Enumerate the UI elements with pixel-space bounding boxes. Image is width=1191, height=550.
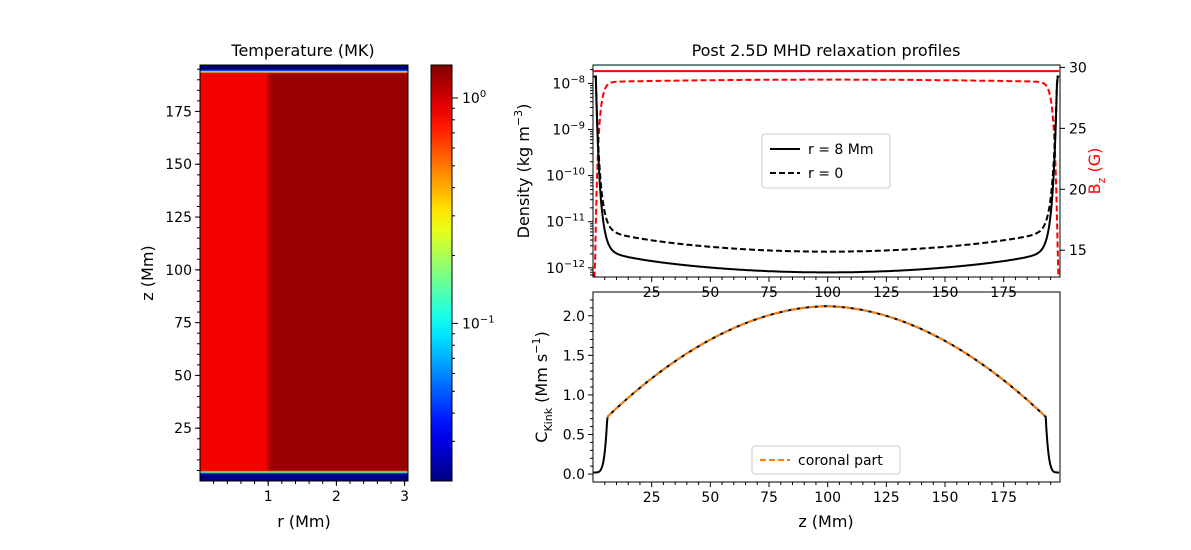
bottom-transition-band bbox=[200, 470, 408, 475]
heatmap-x-tick-label: 1 bbox=[264, 489, 273, 505]
heatmap-y-ticks: 25 50 75 100 125 150 175 bbox=[165, 68, 200, 471]
heatmap-y-tick-label: 50 bbox=[174, 368, 192, 384]
kink-y-tick-label: 1.5 bbox=[563, 348, 585, 364]
kink-x-tick-label: 175 bbox=[990, 490, 1017, 506]
bz-y-ticks: 15 20 25 30 bbox=[1060, 60, 1087, 259]
heatmap-x-tick-label: 3 bbox=[400, 489, 409, 505]
density-panel: Post 2.5D MHD relaxation profiles 25 50 75… bbox=[512, 41, 1108, 301]
heatmap-y-tick-label: 175 bbox=[165, 104, 192, 120]
corona-fill bbox=[200, 73, 408, 471]
kink-x-tick-label: 75 bbox=[760, 490, 778, 506]
density-y-ticks: 10−8 10−9 10−10 10−11 10−12 bbox=[546, 69, 593, 277]
density-lines bbox=[593, 70, 1060, 277]
profiles-title: Post 2.5D MHD relaxation profiles bbox=[692, 41, 961, 60]
top-transition-band bbox=[200, 69, 408, 74]
colorbar-frame bbox=[430, 64, 453, 482]
density-y-tick-label: 10−9 bbox=[552, 121, 585, 139]
colorbar-gradient bbox=[431, 65, 452, 481]
density-legend: r = 8 Mm r = 0 bbox=[761, 133, 891, 189]
heatmap-x-ticks: 1 2 3 bbox=[213, 481, 409, 505]
density-x-tick-label: 150 bbox=[932, 285, 959, 301]
density-y-tick-label: 10−11 bbox=[546, 213, 585, 231]
density-x-tick-label: 125 bbox=[873, 285, 900, 301]
colorbar-ticks: 100 10−1 bbox=[452, 89, 495, 442]
density-x-tick-label: 50 bbox=[701, 285, 719, 301]
legend-r8-label: r = 8 Mm bbox=[808, 142, 873, 158]
bz-y-label: Bz (G) bbox=[1085, 148, 1108, 195]
kink-x-tick-label: 25 bbox=[643, 490, 661, 506]
kink-lines bbox=[593, 305, 1060, 474]
temperature-image bbox=[200, 65, 408, 481]
kink-x-tick-label: 50 bbox=[701, 490, 719, 506]
legend-coronal-label: coronal part bbox=[798, 453, 883, 469]
kink-y-tick-label: 2.0 bbox=[563, 309, 585, 325]
kink-y-tick-label: 0.0 bbox=[563, 467, 585, 483]
heatmap-y-label: z (Mm) bbox=[138, 245, 157, 300]
bz-y-tick-label: 25 bbox=[1069, 121, 1087, 137]
colorbar: 100 10−1 bbox=[430, 64, 495, 482]
kink-y-tick-label: 1.0 bbox=[563, 388, 585, 404]
density-r0-line bbox=[593, 75, 1060, 253]
density-y-tick-label: 10−8 bbox=[552, 74, 585, 92]
heatmap-x-tick-label: 2 bbox=[332, 489, 341, 505]
heatmap-y-tick-label: 75 bbox=[174, 316, 192, 332]
kink-panel: 25 50 75 100 125 150 175 0.0 0.5 1.0 1.5 2.0 z (Mm… bbox=[530, 291, 1061, 531]
kink-y-tick-label: 0.5 bbox=[563, 428, 585, 444]
density-legend-box bbox=[761, 133, 891, 189]
density-x-tick-label: 75 bbox=[760, 285, 778, 301]
density-y-tick-label: 10−10 bbox=[546, 167, 585, 185]
density-y-label: Density (kg m−3) bbox=[512, 104, 533, 239]
density-x-tick-label: 25 bbox=[643, 285, 661, 301]
kink-legend: coronal part bbox=[751, 445, 901, 475]
density-x-tick-label: 175 bbox=[990, 285, 1017, 301]
kink-legend-box bbox=[751, 445, 901, 475]
kink-x-tick-label: 100 bbox=[814, 490, 841, 506]
heatmap-y-tick-label: 100 bbox=[165, 263, 192, 279]
density-r8-line bbox=[593, 75, 1060, 274]
heatmap-frame bbox=[199, 64, 409, 482]
kink-y-ticks: 0.0 0.5 1.0 1.5 2.0 bbox=[563, 299, 593, 483]
kink-x-ticks: 25 50 75 100 125 150 175 bbox=[604, 482, 1052, 506]
colorbar-tick-label: 100 bbox=[462, 89, 486, 107]
density-x-ticks: 25 50 75 100 125 150 175 bbox=[604, 277, 1052, 301]
bz-y-tick-label: 30 bbox=[1069, 60, 1087, 76]
kink-y-label: CKink (Mm s−1) bbox=[530, 331, 555, 442]
coronal-part-line bbox=[606, 305, 1047, 418]
bz-r0-line bbox=[593, 78, 1060, 277]
kink-x-label: z (Mm) bbox=[798, 512, 853, 531]
heatmap-y-tick-label: 150 bbox=[165, 157, 192, 173]
heatmap-title: Temperature (MK) bbox=[230, 41, 374, 60]
density-y-tick-label: 10−12 bbox=[546, 259, 585, 277]
bz-y-tick-label: 20 bbox=[1069, 182, 1087, 198]
legend-r0-label: r = 0 bbox=[808, 166, 843, 182]
heatmap-x-label: r (Mm) bbox=[277, 512, 331, 531]
heatmap-y-tick-label: 25 bbox=[174, 421, 192, 437]
density-frame bbox=[592, 64, 1061, 278]
kink-x-tick-label: 150 bbox=[932, 490, 959, 506]
kink-x-tick-label: 125 bbox=[873, 490, 900, 506]
colorbar-tick-label: 10−1 bbox=[462, 314, 495, 332]
bz-y-tick-label: 15 bbox=[1069, 243, 1087, 259]
heatmap-y-tick-label: 125 bbox=[165, 210, 192, 226]
density-x-tick-label: 100 bbox=[814, 285, 841, 301]
